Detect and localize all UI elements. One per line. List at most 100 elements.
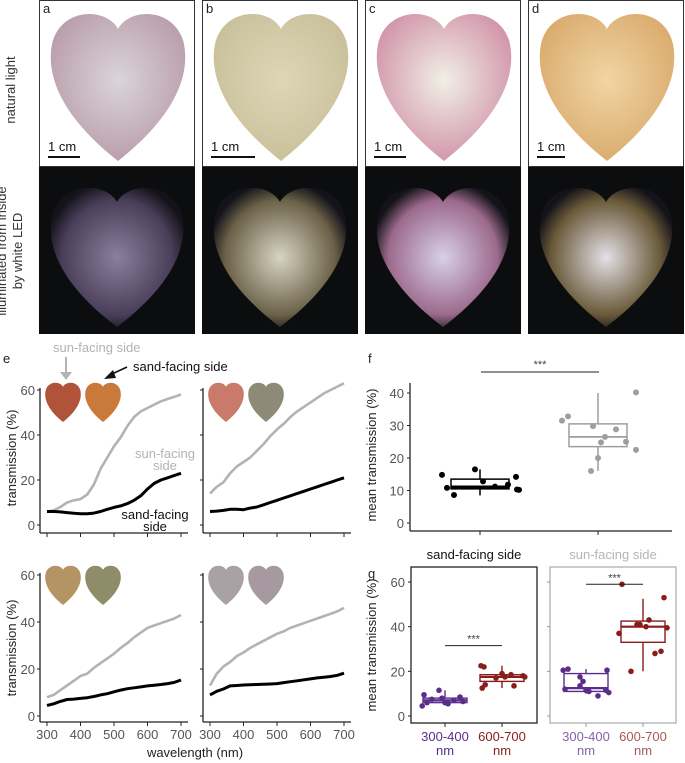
data-point [439,471,445,478]
panel-letter-a: a [43,1,51,16]
data-point [457,694,463,700]
data-point [588,468,594,474]
x-tick-label: 400 [70,727,92,742]
data-point [633,389,639,396]
data-point [598,439,604,446]
y-tick-label: 60 [21,383,35,398]
facet-sand-facing: sand-facing side0204060300-400nm600-700n… [391,547,538,758]
data-point [562,686,568,693]
series-line-sand-facing [209,476,345,513]
box-group-600-700-nm [616,581,670,675]
data-point [513,473,519,480]
arrow-left-icon [111,366,128,375]
x-tick-label: 300 [199,727,221,742]
shell-image [376,13,512,162]
data-point [637,621,643,628]
data-point [516,486,522,493]
photo-natural-light-a: a 1 cm [39,0,195,167]
box [620,620,666,644]
panel-letter-e: e [3,351,10,366]
data-point [502,674,508,680]
data-point [429,696,435,703]
x-tick-label: 500 [266,727,288,742]
scale-bar-line [211,156,255,158]
y-tick-label: 10 [390,484,404,499]
scale-bar-line [48,156,80,158]
data-point [565,666,571,672]
data-point [451,492,457,499]
y-tick-label: 40 [21,428,35,443]
box-group-sun-facing [559,389,639,474]
y-axis-label: transmission (%) [4,600,19,697]
photo-natural-light-d: d 1 cm [528,0,684,167]
y-tick-label: 20 [21,473,35,488]
sand-facing-line-label: sand-facing [121,507,188,522]
scale-bar: 1 cm [48,139,80,158]
data-point [580,678,586,685]
series-line-sun-facing [46,613,182,699]
data-point [606,689,612,696]
y-tick-label: 60 [21,568,35,583]
data-point [419,703,426,709]
significance-stars: *** [534,359,548,371]
data-point [424,699,430,706]
x-tick-label: nm [577,743,595,758]
arrowhead-icon [104,370,116,379]
x-tick-label: 700 [333,727,355,742]
subplot-e-bottom-left: 0 20 40 60 300 400 500 600 700 [21,565,192,742]
data-point [652,650,658,657]
data-point [511,683,517,689]
shell-image [376,187,510,327]
x-tick-label: 600-700 [478,729,526,744]
shell-thumbnail-icon [45,382,81,422]
series-line-sand-facing [46,678,182,707]
data-point [623,438,629,445]
data-point [633,446,639,453]
panel-letter-b: b [206,1,214,16]
data-point [439,695,445,701]
photo-natural-light-c: c 1 cm [365,0,521,167]
scale-bar-label: 1 cm [537,139,566,154]
y-tick-label: 0 [28,709,35,724]
data-point [472,466,478,473]
data-point [586,688,592,695]
x-tick-label: 700 [170,727,192,742]
box-group-300-400-nm [560,666,612,699]
shell-image [213,13,349,162]
x-tick-label: 300-400 [562,729,610,744]
data-point [664,624,670,631]
data-point [480,478,486,485]
y-tick-label: 0 [28,518,35,533]
data-point [505,481,511,488]
box [568,423,628,448]
data-point [444,484,450,491]
data-point [628,668,634,675]
data-point [559,417,565,424]
data-point [616,630,622,637]
x-tick-label: nm [634,743,652,758]
data-point [560,667,566,674]
series-line-sun-facing [46,393,182,513]
shell-thumbnail-icon [45,565,81,605]
scale-bar: 1 cm [211,139,255,158]
y-tick-label: 40 [21,615,35,630]
data-point [658,648,664,655]
box-group-600-700-nm [478,662,528,691]
shell-heart-icon [539,13,675,162]
x-tick-label: 400 [233,727,255,742]
shell-heart-icon [539,187,673,327]
series-line-sun-facing [209,382,345,495]
shell-heart-icon [376,187,510,327]
series-line-sand-facing [47,471,182,516]
scale-bar-label: 1 cm [374,139,403,154]
data-point [460,698,466,705]
y-axis-label: transmission (%) [4,410,19,507]
photo-led-illuminated-a [39,167,195,334]
x-tick-label: nm [493,743,511,758]
shell-thumbnail-icon [85,382,121,422]
photo-led-illuminated-c [365,167,521,334]
data-point [613,426,619,433]
shell-heart-icon [50,13,186,162]
